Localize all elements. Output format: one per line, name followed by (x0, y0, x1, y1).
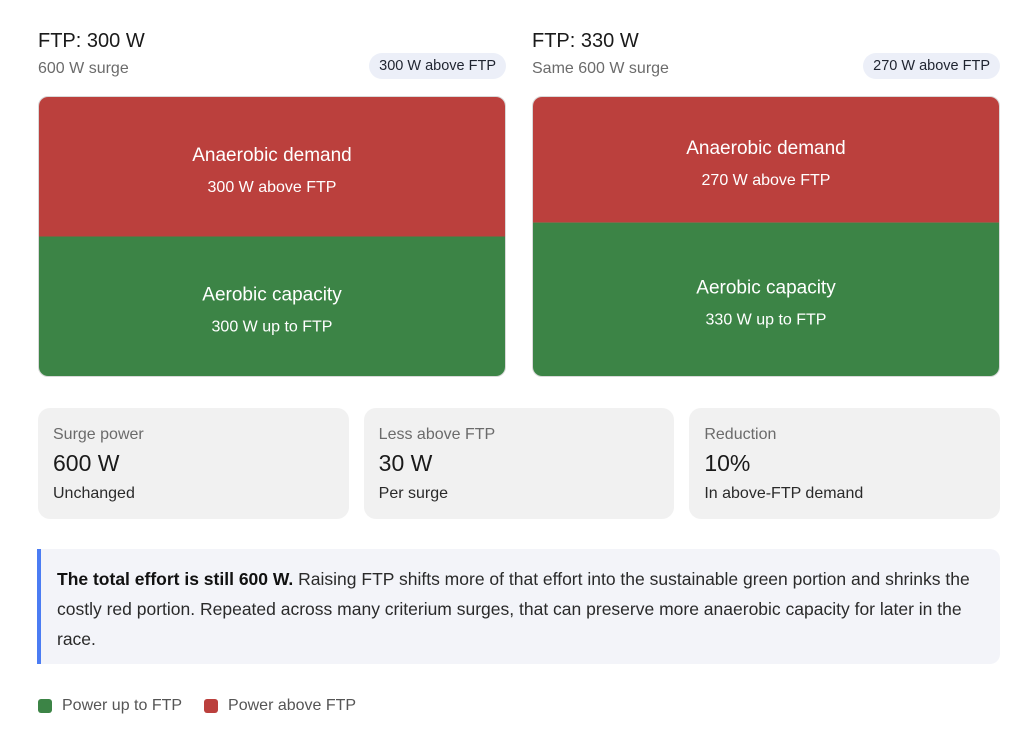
panel-header: FTP: 300 W 600 W surge 300 W above FTP (38, 28, 506, 96)
segment-title: Anaerobic demand (192, 145, 352, 166)
stacked-bar-svg: Anaerobic demand 270 W above FTP Aerobic c… (533, 97, 999, 376)
segment-title: Aerobic capacity (202, 284, 342, 305)
stat-value: 30 W (378, 450, 433, 476)
panel-title: FTP: 330 W (532, 30, 639, 52)
legend-label: Power up to FTP (62, 697, 183, 714)
segment-title: Aerobic capacity (696, 277, 836, 298)
above-ftp-badge: 270 W above FTP (863, 53, 1000, 79)
panel-subtitle: 600 W surge (38, 60, 129, 77)
legend-swatch-red (204, 699, 219, 713)
legend-swatch-green (38, 699, 52, 713)
legend-label: Power above FTP (228, 697, 357, 714)
segment-label: 300 W up to FTP (212, 318, 333, 335)
bar-segment-above (39, 97, 505, 237)
stat-value: 10% (704, 450, 751, 476)
stat-label: Surge power (53, 426, 144, 443)
bar-segment-up_to (533, 222, 999, 376)
segment-label: 270 W above FTP (702, 172, 831, 189)
stat-label: Less above FTP (378, 426, 496, 443)
legend-item-up-to-ftp: Power up to FTP (38, 697, 182, 715)
panel-ftp-330: FTP: 330 W Same 600 W surge 270 W above … (532, 28, 1000, 377)
stat-note: Per surge (378, 485, 449, 502)
stacked-bar-chart: Anaerobic demand 270 W above FTP Aerobic c… (532, 96, 1000, 377)
stat-note: Unchanged (53, 485, 135, 502)
bar-segment-up_to (39, 236, 505, 376)
panel-subtitle: Same 600 W surge (532, 60, 669, 77)
segment-label: 300 W above FTP (208, 179, 337, 196)
legend: Power up to FTP Power above FTP (38, 697, 378, 715)
stat-card-reduction: Reduction 10% In above-FTP demand (689, 408, 1001, 519)
segment-title: Anaerobic demand (686, 138, 846, 159)
stat-value: 600 W (53, 450, 120, 476)
above-ftp-badge: 300 W above FTP (369, 53, 506, 79)
panel-header: FTP: 330 W Same 600 W surge 270 W above … (532, 28, 1000, 96)
stat-card-less-above-ftp: Less above FTP 30 W Per surge (363, 408, 675, 519)
bar-segment-above (533, 97, 999, 223)
stacked-bar-svg: Anaerobic demand 300 W above FTP Aerobic c… (39, 97, 505, 376)
panel-ftp-300: FTP: 300 W 600 W surge 300 W above FTP A… (38, 28, 506, 377)
stat-cards: Surge power 600 W Unchanged Less above F… (38, 408, 1001, 519)
segment-label: 330 W up to FTP (706, 311, 827, 328)
callout-bold: The total effort is still 600 W. (57, 569, 294, 589)
stat-label: Reduction (704, 426, 777, 443)
stat-card-surge-power: Surge power 600 W Unchanged (38, 408, 349, 519)
legend-item-above-ftp: Power above FTP (204, 697, 356, 715)
panel-title: FTP: 300 W (38, 30, 145, 52)
stat-note: In above-FTP demand (704, 485, 864, 502)
stacked-bar-chart: Anaerobic demand 300 W above FTP Aerobic c… (38, 96, 506, 377)
callout-text: Raising FTP shifts more of that effort i… (57, 569, 970, 649)
summary-callout: The total effort is still 600 W. Raising… (37, 549, 1000, 664)
